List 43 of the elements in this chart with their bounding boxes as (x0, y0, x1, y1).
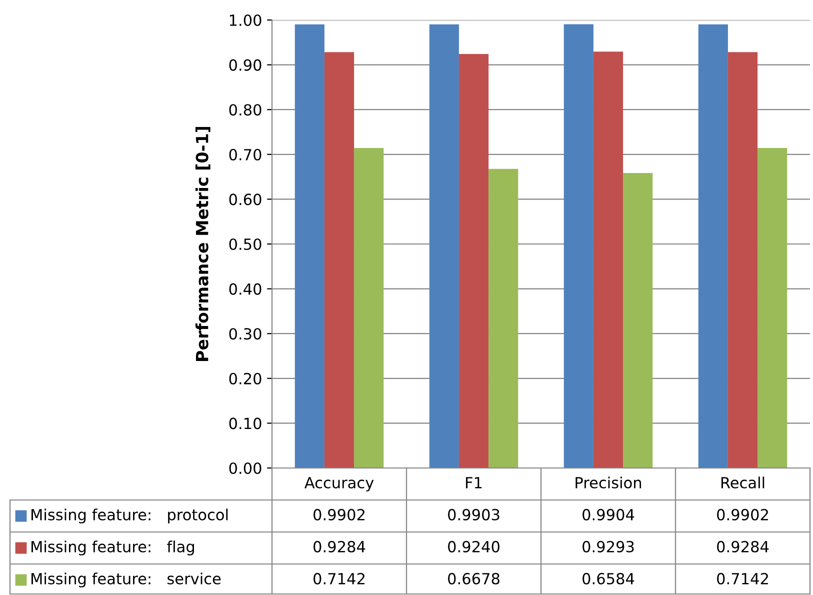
bar (458, 54, 489, 468)
data-label: 0.9284 (717, 540, 769, 552)
legend-label: Missing feature: service (32, 572, 221, 588)
x-tick-label: Precision (576, 476, 642, 488)
bar (623, 173, 653, 468)
data-label: 0.7142 (314, 572, 364, 584)
data-label: 0.7142 (717, 572, 768, 584)
bar (728, 52, 758, 468)
bar (354, 148, 384, 468)
data-label: 0.9903 (448, 508, 500, 520)
bar (698, 24, 728, 468)
y-tick-label: 0.20 (229, 372, 262, 384)
y-tick-label: 0.90 (229, 59, 262, 71)
x-tick-label: Recall (721, 476, 764, 488)
y-tick-label: 0.70 (229, 148, 262, 160)
legend-label: Missing feature: protocol (32, 508, 228, 524)
data-label: 0.9904 (582, 508, 634, 520)
y-tick-label: 0.40 (229, 283, 262, 295)
data-label: 0.6584 (582, 572, 634, 584)
bar (429, 24, 459, 468)
data-label: 0.9293 (582, 540, 634, 552)
data-label: 0.9284 (314, 540, 366, 552)
data-label: 0.6678 (448, 572, 500, 584)
y-tick-label: 1.00 (230, 14, 262, 26)
legend-label: Missing feature: flag (32, 540, 194, 556)
bar (593, 52, 624, 468)
bar (294, 24, 324, 468)
bar (324, 52, 354, 468)
data-label: 0.9240 (448, 540, 500, 552)
bar (564, 24, 594, 468)
y-tick-label: 0.80 (229, 104, 262, 116)
data-label: 0.9902 (314, 508, 364, 520)
y-tick-label: 0.00 (229, 462, 262, 474)
y-axis-title: Performance Metric [0-1] (195, 126, 210, 361)
x-tick-label: F1 (466, 477, 482, 488)
bar (488, 168, 518, 468)
bar (758, 148, 788, 468)
data-label: 0.9902 (717, 508, 768, 520)
y-tick-label: 0.10 (229, 418, 262, 430)
x-tick-label: Accuracy (304, 477, 374, 492)
y-tick-label: 0.50 (229, 238, 262, 250)
y-tick-label: 0.30 (229, 328, 262, 340)
y-tick-label: 0.60 (229, 194, 262, 206)
